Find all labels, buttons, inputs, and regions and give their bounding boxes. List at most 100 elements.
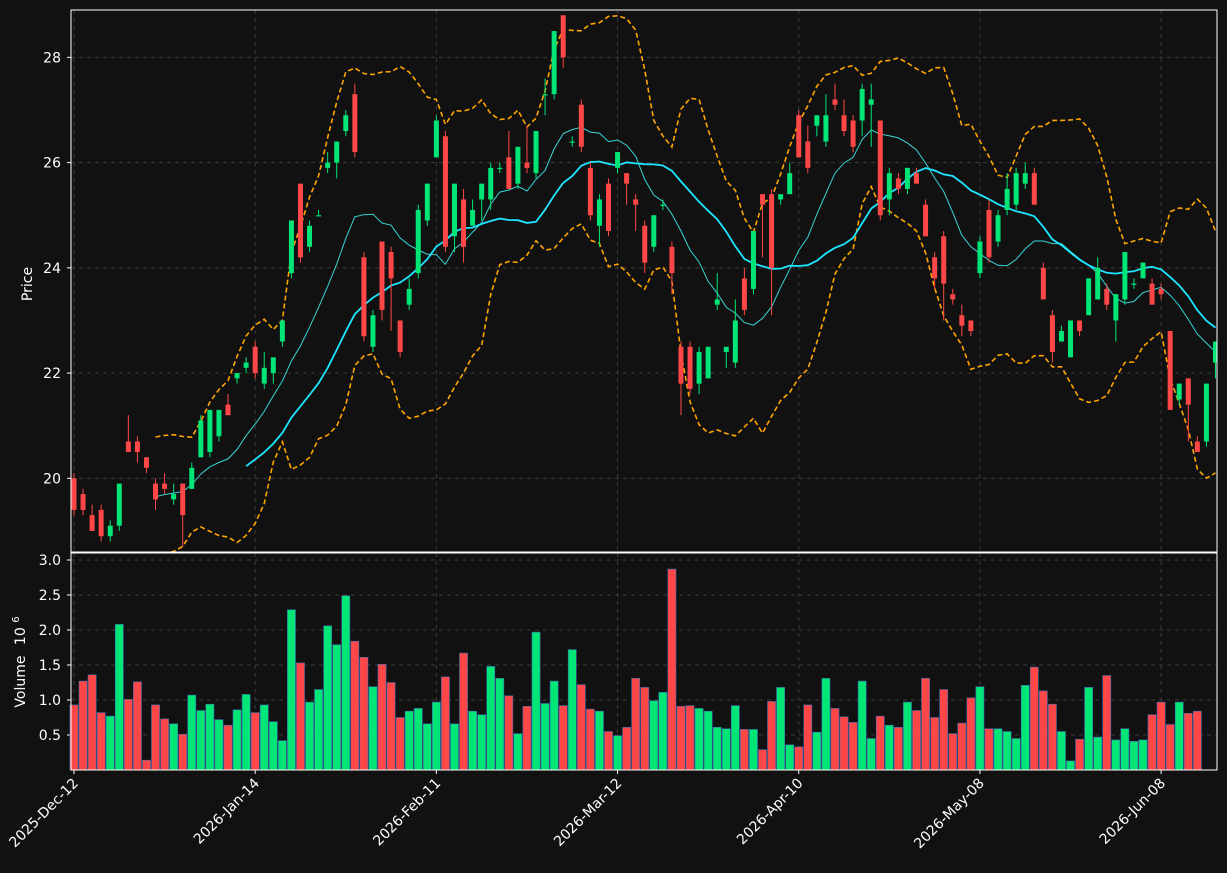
volume-bar: [386, 682, 396, 771]
volume-bar: [486, 666, 496, 771]
candle-body: [941, 236, 947, 284]
candle-body: [216, 409, 222, 437]
candle-body: [189, 467, 195, 489]
volume-bar: [341, 595, 351, 771]
volume-axis-exponent-base: 10: [13, 627, 29, 645]
candle-body: [98, 509, 104, 537]
candle-body: [1167, 330, 1173, 410]
volume-bar: [114, 624, 124, 771]
volume-bar: [993, 728, 1003, 771]
volume-bar: [549, 680, 559, 771]
candle-body: [388, 252, 394, 279]
candle-body: [968, 320, 974, 331]
candle-body: [995, 215, 1001, 242]
candle-body: [741, 278, 747, 310]
candle-body: [116, 483, 122, 526]
volume-bar: [441, 676, 450, 771]
volume-bar: [1183, 712, 1193, 771]
volume-bar: [169, 723, 179, 771]
volume-bar: [1048, 703, 1057, 771]
volume-tick-label: 1.0: [39, 693, 61, 709]
volume-bar: [205, 703, 215, 771]
candles: [71, 15, 1217, 547]
candle-body: [904, 167, 910, 189]
candle-body: [669, 246, 675, 274]
volume-bar: [468, 710, 477, 771]
volume-bar: [287, 609, 296, 771]
candle-body: [470, 209, 476, 226]
volume-bar: [250, 712, 260, 771]
price-axis-label: Price: [20, 267, 36, 301]
volume-bar: [268, 721, 278, 771]
volume-bar: [794, 746, 804, 771]
candle-body: [153, 483, 159, 500]
candle-body: [80, 494, 86, 510]
candle-body: [1004, 188, 1010, 210]
volume-bar: [413, 708, 423, 771]
candle-body: [397, 320, 403, 353]
price-tick-label: 20: [43, 471, 61, 487]
volume-bar: [87, 674, 97, 771]
volume-bar: [1129, 740, 1139, 771]
candle-body: [307, 225, 313, 247]
volume-bar: [658, 691, 668, 771]
volume-bar: [1138, 739, 1148, 771]
volume-axis-exponent-power: 6: [11, 616, 22, 622]
candle-body: [89, 515, 95, 531]
volume-bar: [1147, 714, 1157, 771]
candle-body: [107, 525, 113, 537]
volume-bar: [151, 704, 160, 771]
volume-bar: [431, 701, 441, 771]
volume-bar: [875, 715, 885, 771]
candle-body: [488, 167, 494, 200]
volume-bar: [721, 728, 731, 771]
candle-body: [578, 104, 584, 147]
candle-body: [787, 173, 793, 195]
volume-tick-label: 2.0: [39, 623, 61, 639]
volume-bar: [450, 723, 459, 771]
volume-bar: [685, 705, 695, 771]
candle-body: [406, 288, 412, 305]
candle-body: [877, 120, 883, 216]
volume-bar: [459, 652, 468, 771]
candle-body: [497, 167, 503, 170]
volume-bar: [1075, 738, 1084, 771]
volume-bar: [96, 712, 106, 771]
volume-bar: [259, 704, 269, 771]
candle-body: [886, 173, 892, 200]
candle-body: [1104, 288, 1110, 305]
volume-bar: [830, 708, 840, 771]
volume-axis-label-text: Volume: [13, 656, 29, 708]
price-tick-label: 22: [43, 366, 61, 382]
volume-bar: [939, 689, 949, 771]
candle-body: [859, 88, 865, 121]
candle-body: [143, 457, 149, 468]
volume-bar: [1084, 687, 1094, 771]
volume-bar: [1057, 731, 1066, 771]
candle-body: [1031, 173, 1037, 205]
candle-body: [705, 346, 711, 379]
volume-bar: [1102, 675, 1112, 771]
candle-body: [370, 315, 376, 347]
candle-body: [660, 204, 666, 206]
candle-body: [71, 478, 77, 510]
candle-body: [760, 194, 765, 205]
candle-body: [778, 194, 784, 200]
sma-slow-line: [245, 160, 1217, 467]
volume-bar: [930, 717, 940, 771]
volume-bar: [133, 681, 142, 771]
candle-body: [732, 320, 738, 363]
candle-body: [551, 31, 557, 95]
price-overlays: [155, 14, 1217, 552]
candle-body: [1122, 252, 1128, 300]
volume-bar: [1120, 728, 1130, 771]
candle-body: [451, 183, 457, 237]
price-tick-label: 26: [43, 156, 61, 172]
volume-bar: [894, 726, 903, 771]
volume-bar: [912, 710, 921, 771]
volume-tick-label: 2.5: [39, 588, 61, 604]
candle-body: [162, 483, 168, 489]
candle-body: [606, 183, 611, 232]
price-panel: 20 22 24 26 28: [43, 9, 1218, 553]
volume-bar: [1038, 690, 1048, 771]
